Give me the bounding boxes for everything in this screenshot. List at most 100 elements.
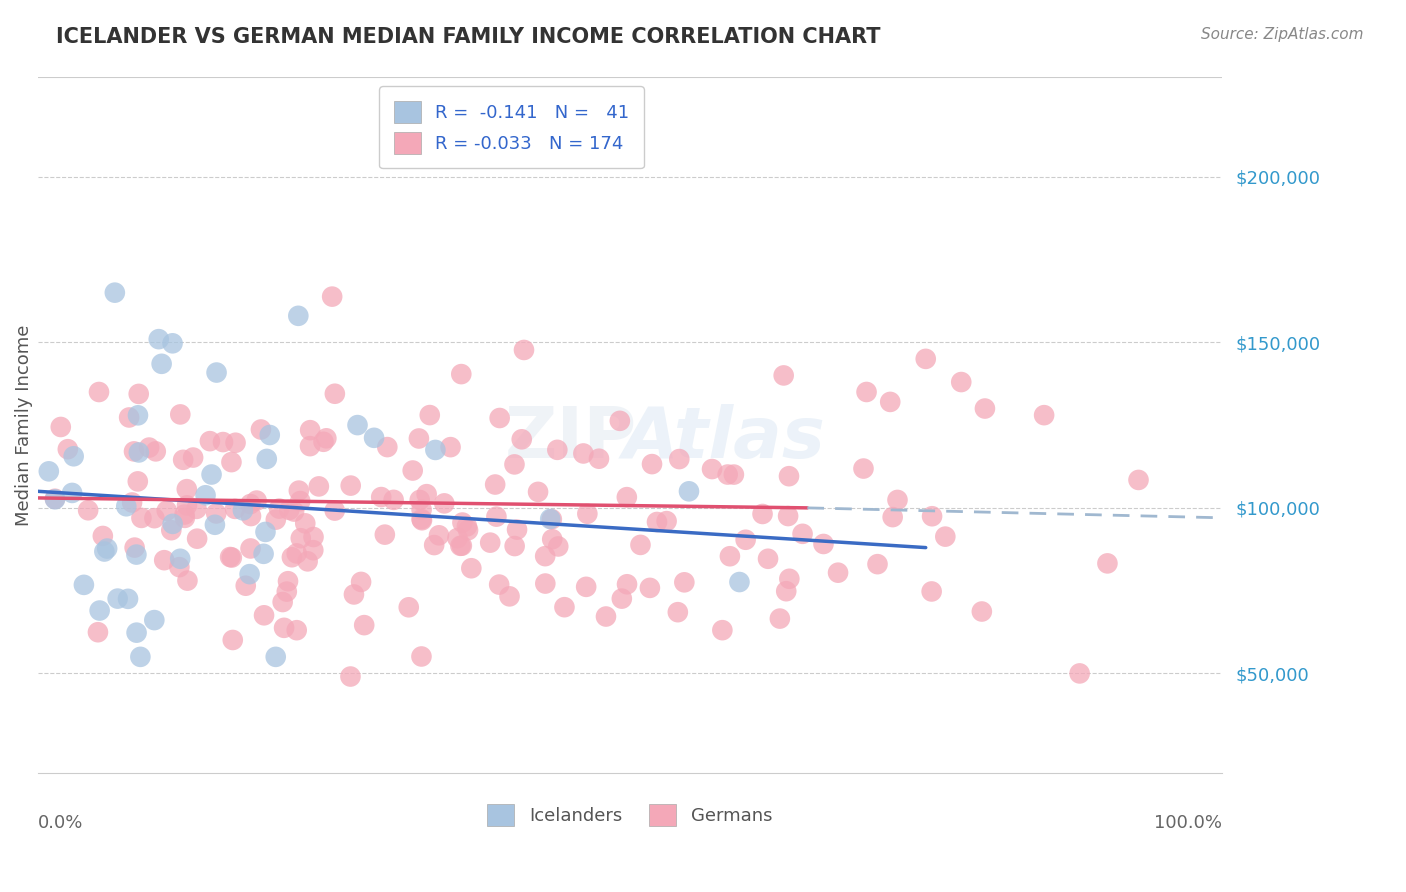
Point bbox=[575, 580, 598, 594]
Point bbox=[302, 543, 325, 558]
Point bbox=[540, 512, 562, 526]
Point bbox=[339, 478, 361, 492]
Point bbox=[728, 575, 751, 590]
Point bbox=[527, 484, 550, 499]
Point bbox=[162, 516, 184, 531]
Point bbox=[1069, 666, 1091, 681]
Point bbox=[655, 514, 678, 528]
Point bbox=[125, 548, 148, 562]
Point bbox=[162, 336, 184, 351]
Point bbox=[232, 503, 254, 517]
Point bbox=[488, 577, 510, 591]
Point bbox=[370, 490, 392, 504]
Point bbox=[572, 446, 595, 460]
Point bbox=[299, 423, 322, 437]
Point bbox=[792, 526, 814, 541]
Point bbox=[256, 451, 278, 466]
Point bbox=[128, 445, 150, 459]
Point bbox=[38, 464, 60, 478]
Point bbox=[131, 511, 153, 525]
Point bbox=[970, 605, 993, 619]
Point bbox=[350, 574, 373, 589]
Point bbox=[239, 567, 262, 582]
Point bbox=[411, 502, 433, 516]
Point bbox=[353, 618, 375, 632]
Point bbox=[423, 538, 446, 552]
Point bbox=[450, 539, 472, 553]
Point bbox=[772, 368, 794, 383]
Point bbox=[610, 591, 633, 606]
Point bbox=[181, 450, 204, 465]
Point bbox=[751, 507, 773, 521]
Point bbox=[498, 590, 520, 604]
Point bbox=[503, 458, 526, 472]
Point bbox=[276, 584, 298, 599]
Point bbox=[616, 577, 638, 591]
Point bbox=[124, 541, 146, 555]
Point bbox=[866, 557, 889, 571]
Point bbox=[212, 435, 235, 450]
Point bbox=[449, 539, 471, 553]
Point bbox=[778, 572, 800, 586]
Point bbox=[541, 533, 564, 547]
Point bbox=[506, 523, 529, 537]
Legend: Icelanders, Germans: Icelanders, Germans bbox=[479, 797, 779, 833]
Point bbox=[439, 440, 461, 454]
Point bbox=[411, 512, 433, 526]
Point bbox=[921, 509, 943, 524]
Point bbox=[308, 479, 330, 493]
Point bbox=[294, 516, 316, 531]
Point bbox=[339, 669, 361, 683]
Point bbox=[285, 546, 308, 560]
Point bbox=[297, 554, 319, 568]
Point bbox=[382, 492, 405, 507]
Point bbox=[138, 441, 160, 455]
Point bbox=[271, 595, 294, 609]
Point bbox=[1128, 473, 1150, 487]
Point bbox=[446, 531, 468, 545]
Point bbox=[576, 507, 599, 521]
Point bbox=[717, 467, 740, 482]
Point bbox=[668, 452, 690, 467]
Point bbox=[269, 501, 291, 516]
Point bbox=[609, 414, 631, 428]
Point bbox=[176, 574, 198, 588]
Point bbox=[240, 509, 263, 524]
Point bbox=[312, 434, 335, 449]
Point bbox=[630, 538, 652, 552]
Point bbox=[44, 491, 66, 506]
Point bbox=[638, 581, 661, 595]
Point bbox=[160, 523, 183, 537]
Point bbox=[252, 547, 274, 561]
Point bbox=[921, 584, 943, 599]
Point bbox=[374, 527, 396, 541]
Point bbox=[778, 509, 800, 524]
Point bbox=[451, 516, 474, 530]
Point bbox=[409, 492, 432, 507]
Point bbox=[253, 608, 276, 623]
Point bbox=[408, 432, 430, 446]
Point bbox=[616, 490, 638, 504]
Point bbox=[700, 462, 723, 476]
Point bbox=[678, 484, 700, 499]
Point bbox=[117, 591, 139, 606]
Point bbox=[121, 495, 143, 509]
Point bbox=[186, 532, 208, 546]
Point bbox=[77, 503, 100, 517]
Point bbox=[538, 512, 561, 526]
Point bbox=[398, 600, 420, 615]
Point bbox=[287, 309, 309, 323]
Point bbox=[225, 435, 247, 450]
Point bbox=[186, 501, 208, 516]
Point bbox=[91, 529, 114, 543]
Point bbox=[87, 625, 110, 640]
Point bbox=[321, 290, 343, 304]
Point bbox=[290, 494, 312, 508]
Point bbox=[115, 500, 138, 514]
Point bbox=[427, 528, 450, 542]
Point bbox=[118, 410, 141, 425]
Point bbox=[411, 649, 433, 664]
Point bbox=[235, 579, 257, 593]
Point bbox=[129, 649, 152, 664]
Point bbox=[588, 451, 610, 466]
